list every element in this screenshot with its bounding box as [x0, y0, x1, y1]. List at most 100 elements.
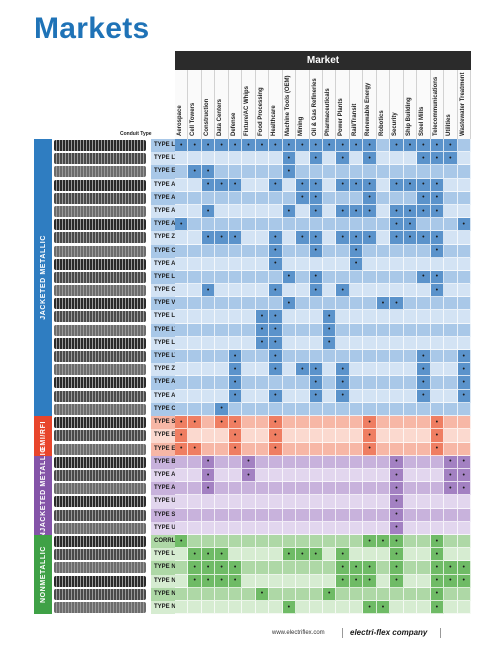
market-cell — [417, 561, 431, 575]
footer-divider-right — [440, 628, 441, 638]
market-applies-dot: • — [430, 244, 445, 258]
market-applies-dot: • — [363, 442, 377, 456]
market-cell — [417, 482, 431, 496]
market-cell — [390, 284, 404, 298]
market-cell — [322, 508, 337, 522]
market-cell — [242, 495, 256, 509]
conduit-image-icon — [54, 535, 146, 547]
market-cell — [228, 165, 243, 179]
market-cell — [457, 152, 471, 166]
market-cell — [430, 508, 445, 522]
market-cell — [201, 508, 216, 522]
market-cell — [390, 244, 404, 258]
conduit-image-icon — [54, 483, 146, 495]
market-cell — [336, 508, 350, 522]
market-column-header: Telecommunications — [430, 70, 445, 139]
market-applies-dot: • — [322, 323, 337, 337]
conduit-row: TYPE EF • • • — [34, 165, 471, 179]
market-applies-dot: • — [390, 231, 404, 245]
conduit-section: EMI/RFI TYPE SLA • • • • • • • TYPE EMS • • • • • TYPE … — [34, 416, 471, 456]
market-cell — [444, 363, 458, 377]
market-cell — [376, 178, 391, 192]
market-cells: • • • • • • • • • — [175, 548, 471, 562]
market-cell — [175, 495, 189, 509]
market-cell — [417, 429, 431, 443]
market-cell — [363, 389, 377, 403]
market-cell — [175, 561, 189, 575]
market-cell — [322, 455, 337, 469]
section-side-label: EMI/RFI — [34, 416, 52, 456]
market-cell — [417, 297, 431, 311]
conduit-row: TYPE AT • • • • • — [34, 191, 471, 205]
conduit-row: TYPE ATLA • • • • • • • • • • • • • — [34, 178, 471, 192]
market-cell — [282, 482, 297, 496]
market-cell — [228, 587, 243, 601]
conduit-row: TYPE LTFG • • • — [34, 323, 471, 337]
market-cell — [201, 495, 216, 509]
conduit-image-icon — [54, 245, 146, 257]
market-cell — [175, 284, 189, 298]
market-cell — [430, 376, 445, 390]
market-cell — [242, 152, 256, 166]
market-applies-dot: • — [363, 178, 377, 192]
market-column-header: Utilities — [444, 70, 458, 139]
market-cell — [228, 508, 243, 522]
market-cell — [282, 376, 297, 390]
market-cell — [444, 323, 458, 337]
market-cells: • • • • — [175, 270, 471, 285]
market-cell — [444, 548, 458, 562]
market-cell — [201, 336, 216, 350]
market-cell — [282, 310, 297, 324]
market-cell — [255, 231, 270, 245]
conduit-row: TYPE LT • • • • • • • — [34, 152, 471, 166]
market-cell — [296, 442, 310, 456]
market-cell — [296, 495, 310, 509]
market-cell — [255, 561, 270, 575]
market-cell — [390, 336, 404, 350]
market-applies-dot: • — [201, 482, 216, 496]
market-applies-dot: • — [417, 389, 431, 403]
market-column-label: Robotics — [378, 110, 385, 136]
conduit-row: TYPE ALT • • • • — [34, 218, 471, 232]
market-cell — [403, 521, 418, 535]
market-cell — [417, 548, 431, 562]
market-cell — [228, 204, 243, 219]
market-cells: • • • • • — [175, 191, 471, 205]
market-cell — [322, 416, 337, 430]
market-cell — [296, 218, 310, 232]
market-column-header: Machine Tools (OEM) — [282, 70, 297, 139]
market-cell — [296, 600, 310, 615]
market-column-label: Mining — [298, 116, 305, 136]
market-column-header: Aerospace — [175, 70, 189, 139]
market-cell — [363, 495, 377, 509]
market-cell — [255, 482, 270, 496]
market-cells: • • • • • • • • • • — [175, 204, 471, 219]
market-cell — [457, 548, 471, 562]
market-cell — [363, 323, 377, 337]
market-cell — [430, 402, 445, 416]
market-cell — [363, 270, 377, 285]
market-cell — [336, 297, 350, 311]
market-cell — [309, 402, 323, 416]
market-cell — [242, 284, 256, 298]
footer-url[interactable]: www.electriflex.com — [272, 630, 325, 636]
market-applies-dot: • — [430, 204, 445, 219]
market-column-label: Cell Towers — [190, 102, 197, 136]
market-cell — [282, 495, 297, 509]
market-cell — [255, 521, 270, 535]
market-column-label: Machine Tools (OEM) — [284, 75, 291, 136]
market-applies-dot: • — [188, 442, 202, 456]
market-applies-dot: • — [457, 350, 471, 364]
market-applies-dot: • — [363, 191, 377, 205]
market-cell — [336, 350, 350, 364]
market-cell — [430, 310, 445, 324]
market-column-label: Fixture/AC Whips — [244, 85, 251, 136]
market-cell — [376, 402, 391, 416]
market-cell — [175, 482, 189, 496]
market-applies-dot: • — [296, 231, 310, 245]
market-applies-dot: • — [175, 534, 189, 549]
market-cell — [228, 152, 243, 166]
market-cell — [228, 402, 243, 416]
market-cell — [255, 442, 270, 456]
market-cell — [376, 574, 391, 588]
